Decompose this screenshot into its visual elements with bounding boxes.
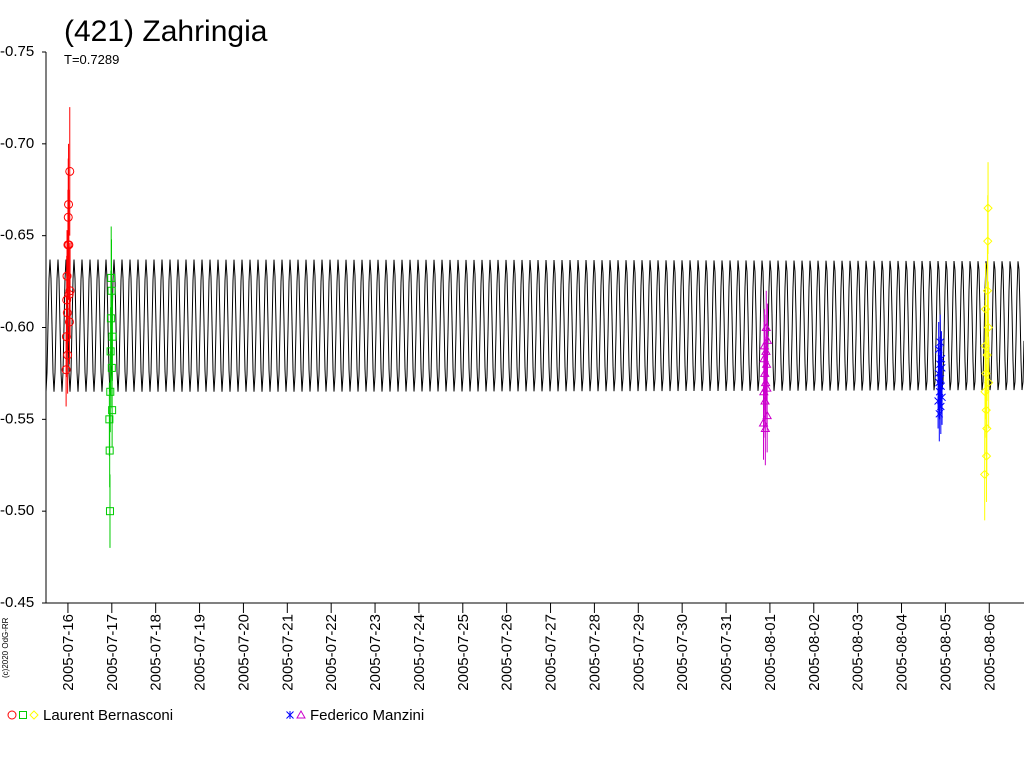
data-point [762, 335, 773, 344]
data-point [105, 446, 114, 455]
model-curve-line [45, 259, 1024, 392]
y-tick-label: -0.70 [0, 135, 34, 152]
chart-title: (421) Zahringia [64, 15, 268, 48]
x-axis: 2005-07-16 2005-07-17 2005-07-18 2005-07-19… [46, 602, 1024, 691]
data-point [983, 377, 994, 388]
legend-marker [29, 710, 39, 720]
y-tick-label: -0.75 [0, 43, 34, 60]
y-tick-label: -0.55 [0, 410, 34, 427]
legend-label: Federico Manzini [310, 707, 424, 724]
data-point [983, 203, 993, 213]
x-tick-label: 2005-07-16 [60, 614, 77, 691]
x-tick-label: 2005-07-20 [235, 614, 252, 691]
x-tick-label: 2005-07-24 [411, 614, 428, 691]
legend-entry: Laurent Bernasconi [7, 707, 173, 724]
x-tick-label: 2005-08-02 [806, 614, 823, 691]
x-tick-label: 2005-08-01 [762, 614, 779, 691]
x-tick-label: 2005-07-22 [323, 614, 340, 691]
y-tick-label: -0.60 [0, 319, 34, 336]
chart-subtitle: T=0.7289 [64, 52, 119, 67]
data-point [762, 410, 773, 420]
series-diamond [979, 162, 994, 521]
legend-label: Laurent Bernasconi [43, 707, 173, 724]
y-tick-label: -0.50 [0, 502, 34, 519]
data-point [105, 507, 114, 516]
data-point [982, 350, 992, 360]
data-point [980, 387, 990, 397]
model-curve [45, 259, 1024, 392]
legend-marker [19, 711, 27, 719]
x-tick-label: 2005-07-26 [499, 614, 516, 691]
series-square [105, 226, 117, 548]
x-tick-label: 2005-07-31 [718, 614, 735, 691]
x-tick-label: 2005-08-06 [981, 614, 998, 691]
x-tick-label: 2005-07-19 [192, 614, 209, 691]
data-point [108, 406, 117, 415]
x-tick-label: 2005-07-29 [630, 614, 647, 691]
series-star [934, 314, 946, 442]
data-point [107, 286, 116, 295]
x-tick-label: 2005-07-30 [674, 614, 691, 691]
data-point [982, 286, 993, 296]
data-points [61, 107, 994, 548]
x-tick-label: 2005-07-21 [279, 614, 296, 691]
data-point [938, 393, 946, 402]
y-axis: -0.75 -0.70 -0.65 -0.60 -0.55 -0.50 -0.45 [0, 43, 47, 611]
x-tick-label: 2005-07-18 [148, 614, 165, 691]
legend-entry: Federico Manzini [286, 707, 424, 724]
x-tick-label: 2005-07-23 [367, 614, 384, 691]
y-tick-label: -0.65 [0, 227, 34, 244]
chart-credit: (c)2020 OdG-RR [1, 617, 10, 678]
x-tick-label: 2005-07-27 [543, 614, 560, 691]
legend-marker [7, 710, 17, 720]
data-point [63, 350, 73, 360]
y-tick-label: -0.45 [0, 594, 34, 611]
legend: Laurent Bernasconi Federico Manzini [7, 707, 424, 724]
x-tick-label: 2005-08-04 [894, 614, 911, 691]
data-point [108, 332, 117, 341]
x-tick-label: 2005-07-28 [586, 614, 603, 691]
data-point [936, 338, 945, 347]
x-tick-label: 2005-08-03 [850, 614, 867, 691]
x-tick-label: 2005-07-25 [455, 614, 472, 691]
legend-marker [286, 711, 294, 719]
data-point [65, 166, 75, 176]
series-triangle [758, 290, 773, 466]
x-tick-label: 2005-08-05 [937, 614, 954, 691]
data-point [983, 322, 994, 333]
data-point [979, 469, 990, 480]
legend-marker [296, 709, 306, 719]
data-point [107, 363, 116, 372]
x-tick-label: 2005-07-17 [104, 614, 121, 691]
data-point [982, 423, 992, 434]
series-circle [61, 107, 75, 407]
data-point [65, 286, 75, 296]
data-point [64, 317, 74, 327]
